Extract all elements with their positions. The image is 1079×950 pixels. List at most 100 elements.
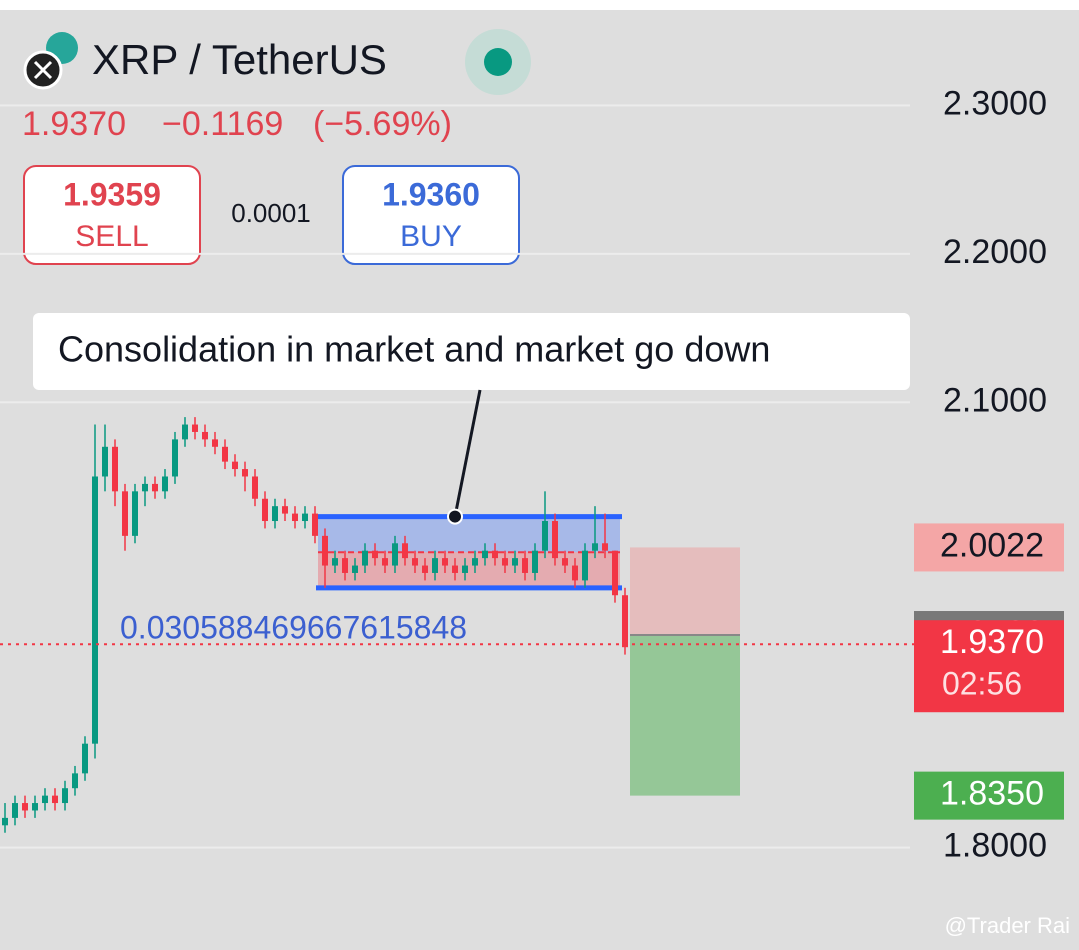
candle-body xyxy=(162,476,168,492)
candle-body xyxy=(102,446,108,477)
candle-body xyxy=(562,558,568,566)
countdown: 02:56 xyxy=(942,666,1022,702)
candle-body xyxy=(542,521,548,551)
target-label: 1.8350 xyxy=(940,775,1044,813)
candle-body xyxy=(422,565,428,573)
candle-body xyxy=(402,543,408,559)
y-tick-label: 1.8000 xyxy=(943,827,1047,865)
candle-body xyxy=(602,543,608,551)
stop-label-bg xyxy=(914,523,1064,572)
candle-body xyxy=(52,795,58,804)
candle-body xyxy=(612,550,618,596)
candle-body xyxy=(552,521,558,559)
annotation-connector xyxy=(453,389,482,517)
candle-body xyxy=(392,543,398,566)
candle-body xyxy=(482,550,488,559)
candle-body xyxy=(302,513,308,522)
candle-body xyxy=(212,439,218,447)
candle-body xyxy=(2,817,8,826)
candle-body xyxy=(512,558,518,566)
candle-body xyxy=(42,795,48,804)
header-change-percent: (−5.69%) xyxy=(313,105,452,143)
candle-body xyxy=(232,461,238,470)
candle-body xyxy=(372,550,378,559)
candle-body xyxy=(282,506,288,514)
y-tick-label: 2.3000 xyxy=(943,84,1047,122)
target-zone xyxy=(630,635,740,796)
candle-body xyxy=(472,558,478,566)
status-dot xyxy=(484,48,512,76)
y-tick-label: 2.2000 xyxy=(943,233,1047,271)
candle-body xyxy=(462,565,468,573)
candle-body xyxy=(192,424,198,432)
header-price: 1.9370 xyxy=(22,105,126,143)
candle-body xyxy=(82,743,88,774)
candle-body xyxy=(412,558,418,566)
candle-body xyxy=(182,424,188,440)
candle-body xyxy=(222,446,228,462)
watermark: @Trader Rai xyxy=(945,913,1070,938)
annotation-text: Consolidation in market and market go do… xyxy=(58,329,770,370)
stop-label: 2.0022 xyxy=(940,526,1044,564)
sell-button[interactable] xyxy=(23,165,201,265)
candle-body xyxy=(202,431,208,440)
candle-body xyxy=(592,543,598,551)
candle-body xyxy=(312,513,318,536)
sell-label[interactable]: SELL xyxy=(75,220,148,253)
candle-body xyxy=(112,446,118,492)
candle-body xyxy=(152,483,158,492)
header-change: −0.1169 xyxy=(162,105,283,143)
candle-body xyxy=(72,773,78,789)
candle-body xyxy=(242,469,248,477)
candle-body xyxy=(62,788,68,804)
candle-body xyxy=(322,535,328,566)
candle-body xyxy=(272,506,278,522)
candle-body xyxy=(252,476,258,499)
range-height: 0.030588469667615848 xyxy=(120,609,467,645)
target-label-bg xyxy=(914,771,1064,820)
stop-zone xyxy=(630,547,740,636)
buy-button[interactable] xyxy=(342,165,520,265)
candle-body xyxy=(262,498,268,522)
spread: 0.0001 xyxy=(231,198,311,228)
plot: 0.030588469667615848 xyxy=(0,104,914,849)
candle-body xyxy=(292,513,298,522)
candle-body xyxy=(22,803,28,811)
candle-body xyxy=(342,558,348,573)
candle-body xyxy=(622,595,628,648)
sell-price[interactable]: 1.9359 xyxy=(63,176,161,212)
symbol: XRP / TetherUS xyxy=(92,36,387,83)
candle-body xyxy=(12,803,18,818)
range-upper xyxy=(318,516,620,553)
candle-body xyxy=(582,550,588,581)
candle-body xyxy=(452,565,458,573)
candle-body xyxy=(382,558,388,566)
candle-body xyxy=(352,565,358,573)
xrp-glyph xyxy=(33,60,53,80)
candle-body xyxy=(442,558,448,566)
candle-body xyxy=(32,803,38,811)
y-tick-label: 2.1000 xyxy=(943,381,1047,419)
annotation-box xyxy=(33,313,910,390)
candle-body xyxy=(172,439,178,477)
candle-body xyxy=(92,476,98,744)
last-price-label: 1.9370 xyxy=(940,623,1044,661)
candle-body xyxy=(362,550,368,566)
candle-body xyxy=(572,565,578,581)
buy-price[interactable]: 1.9360 xyxy=(382,176,480,212)
candle-body xyxy=(532,550,538,573)
candle-body xyxy=(122,491,128,536)
annotation-anchor xyxy=(447,508,463,525)
buy-label[interactable]: BUY xyxy=(400,220,462,253)
range-lower xyxy=(318,552,620,588)
candle-body xyxy=(142,483,148,492)
last-price-label-bg xyxy=(914,620,1064,713)
candle-body xyxy=(332,558,338,566)
candle-body xyxy=(502,558,508,566)
candle-body xyxy=(492,550,498,559)
candle-body xyxy=(522,558,528,573)
candle-body xyxy=(132,491,138,536)
candle-body xyxy=(432,558,438,573)
